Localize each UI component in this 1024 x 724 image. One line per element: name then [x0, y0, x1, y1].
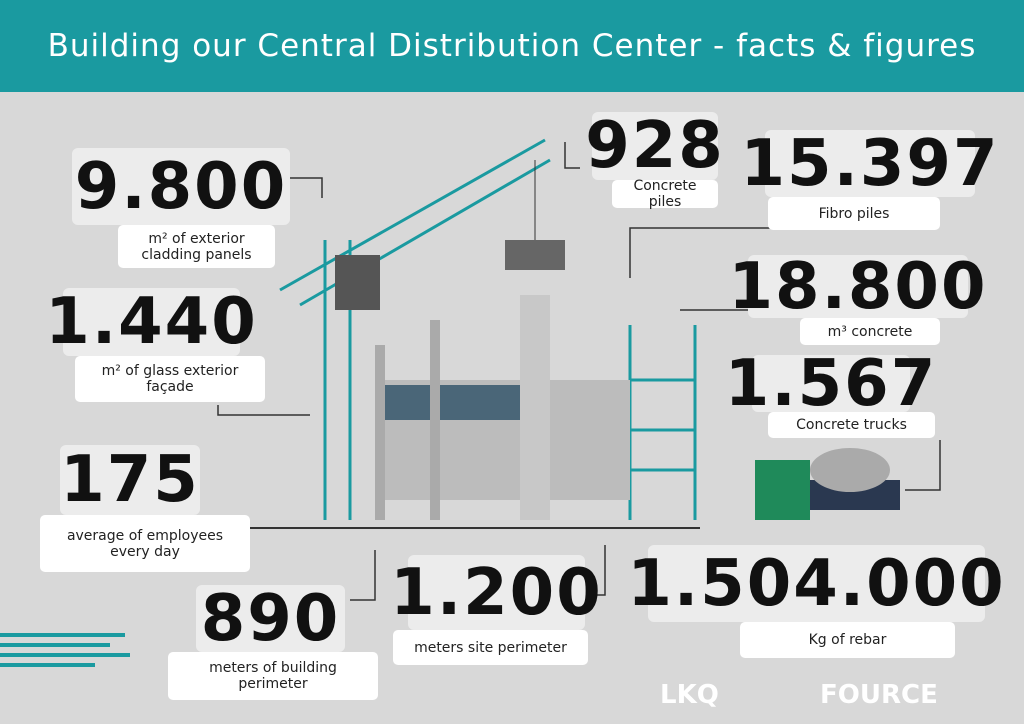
fact-number: 18.800: [728, 249, 988, 324]
fact-label: average of employees every day: [40, 515, 250, 572]
fact-label: meters site perimeter: [393, 630, 588, 665]
fact-label: Fibro piles: [768, 197, 940, 230]
fact-number: 1.440: [45, 285, 258, 359]
fact-number: 1.567: [724, 346, 938, 421]
fact-label: m³ concrete: [800, 318, 940, 345]
logo: FOURCE: [820, 680, 938, 710]
fact-label: Concrete trucks: [768, 412, 935, 438]
fact-number: 9.800: [72, 148, 290, 225]
logo: LKQ: [660, 680, 719, 710]
fact-number: 15.397: [740, 126, 1000, 201]
title: Building our Central Distribution Center…: [0, 0, 1024, 92]
fact-label: Concrete piles: [612, 178, 718, 210]
fact-label: meters of building perimeter: [168, 652, 378, 700]
fact-number: 1.200: [390, 555, 603, 630]
fact-label: Kg of rebar: [740, 622, 955, 658]
fact-label: m² of exterior cladding panels: [118, 225, 275, 268]
fact-number: 928: [585, 109, 725, 183]
fact-number: 890: [196, 582, 345, 656]
fact-label: m² of glass exterior façade: [75, 356, 265, 402]
fact-number: 175: [60, 443, 200, 517]
fact-number: 1.504.000: [627, 545, 1006, 622]
